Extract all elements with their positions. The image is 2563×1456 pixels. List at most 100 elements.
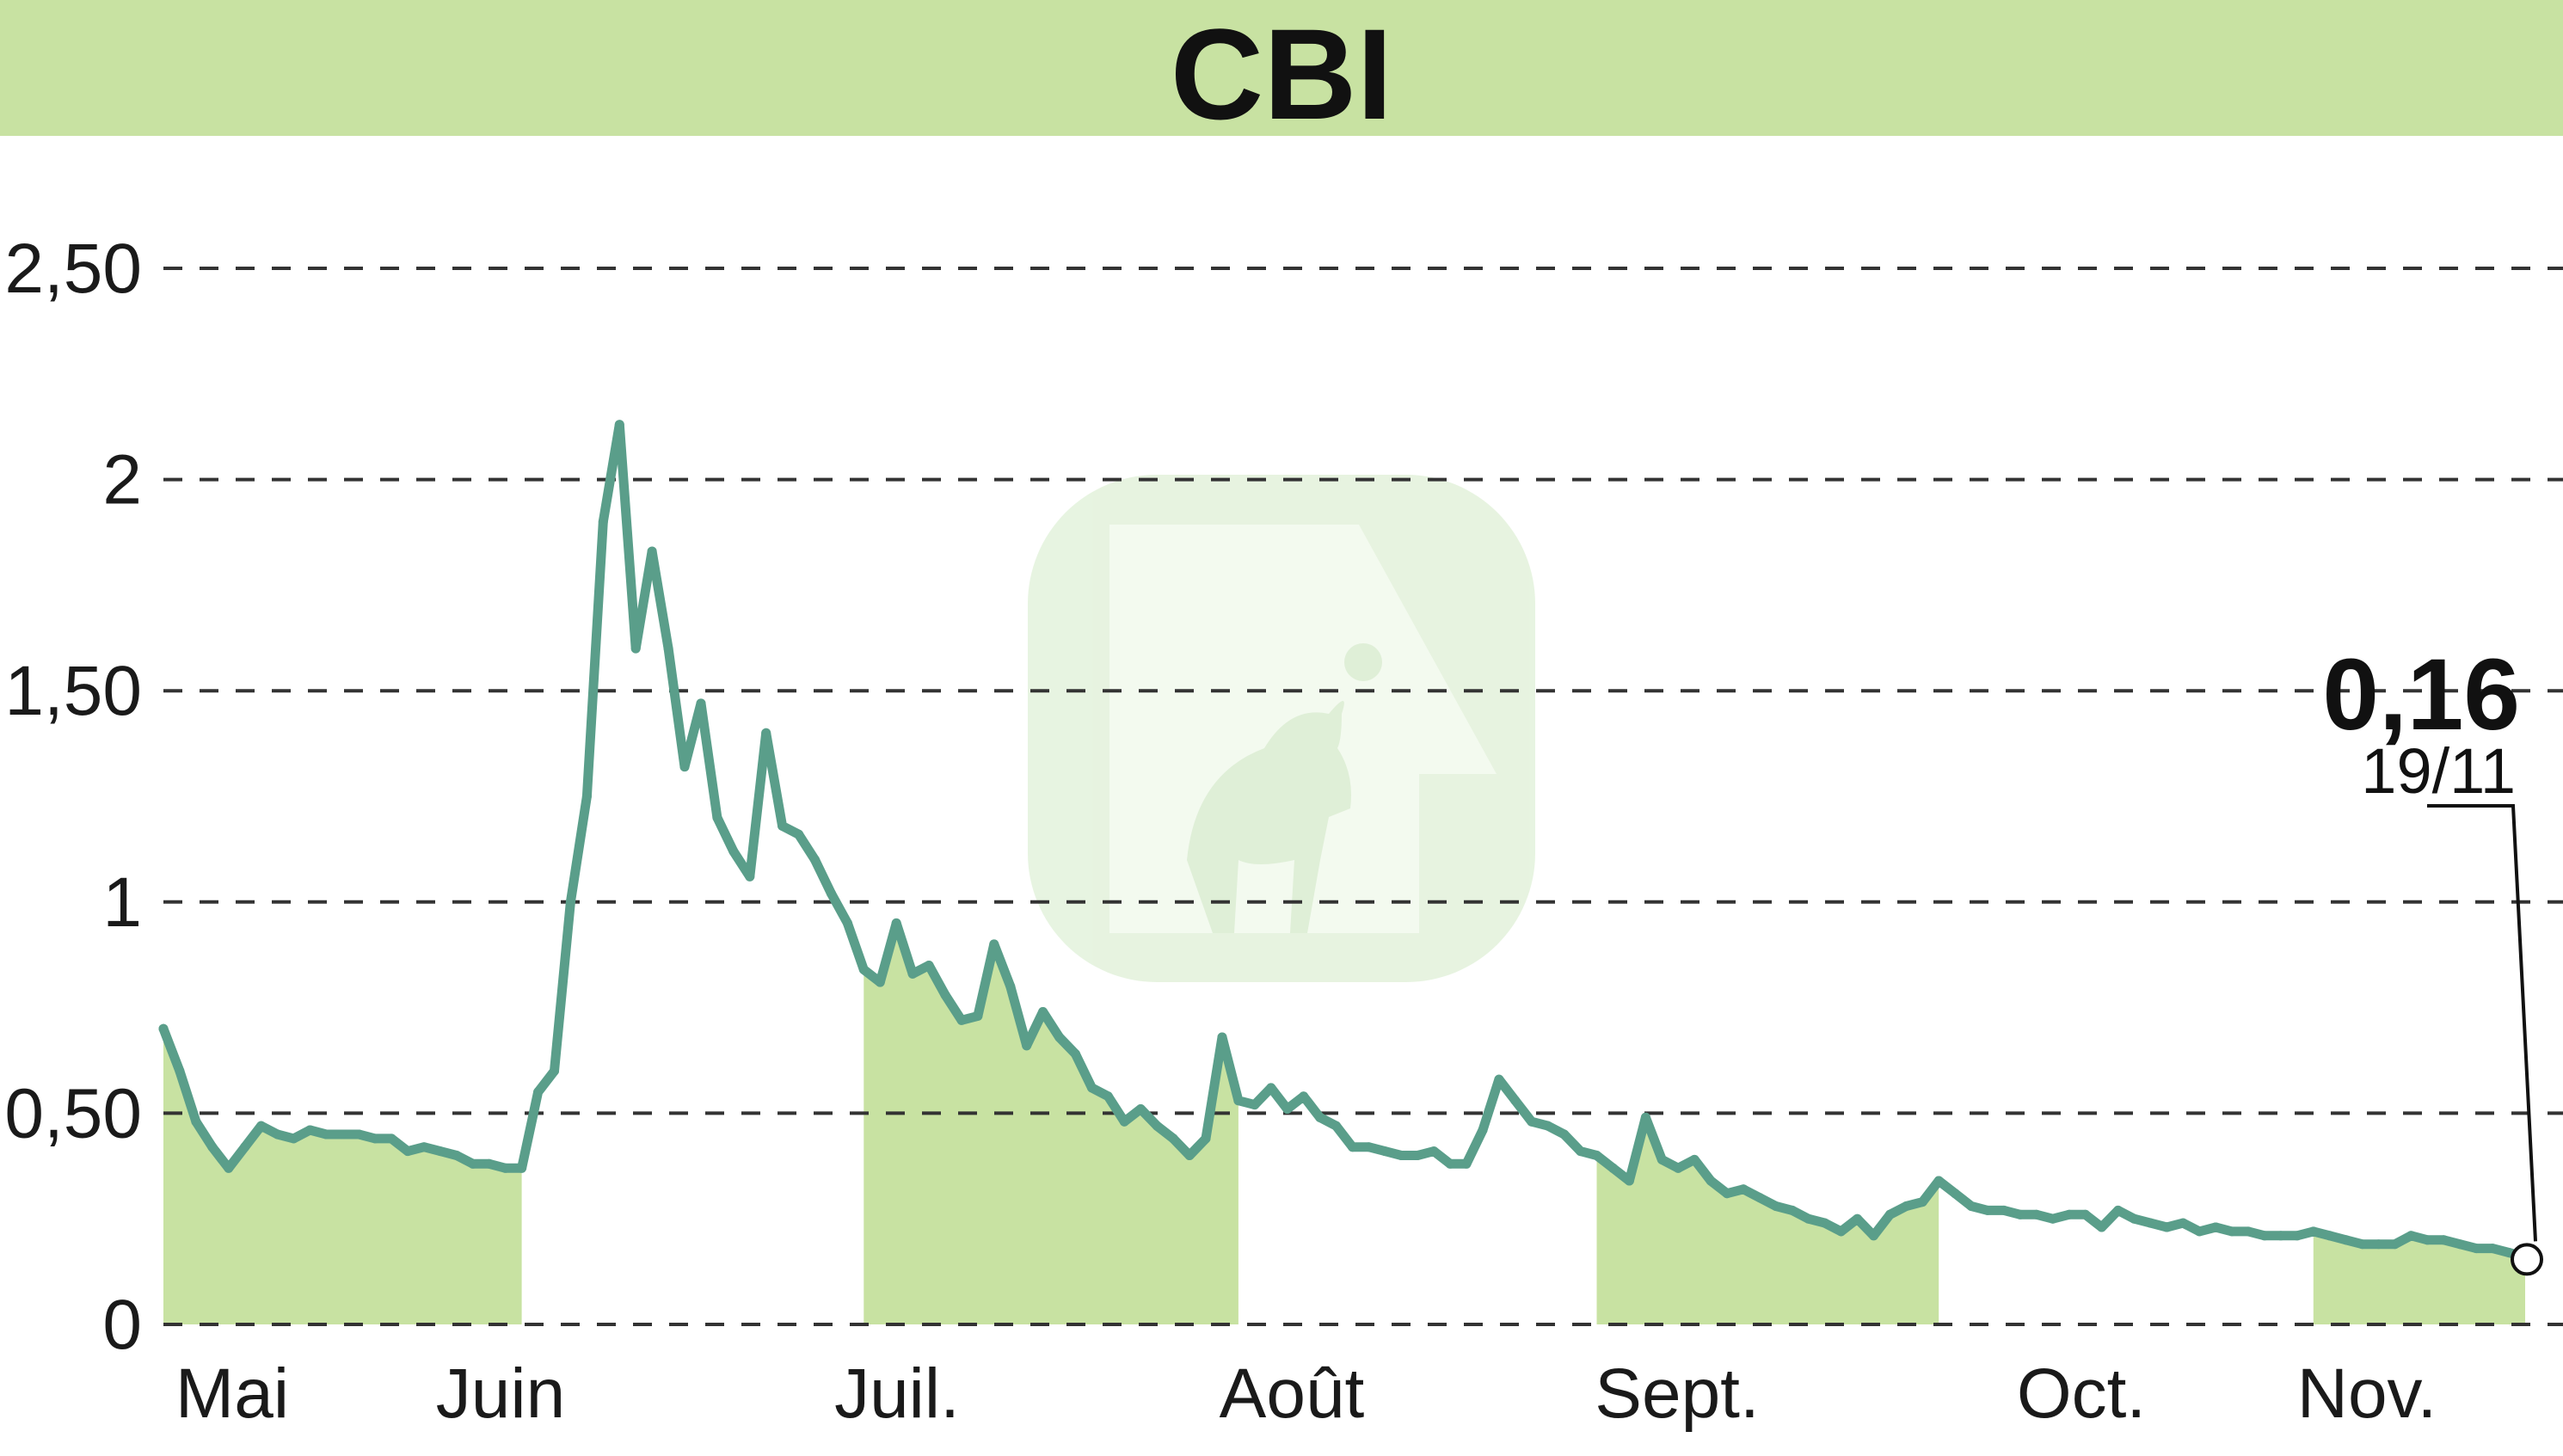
- data-point: [1022, 1041, 1032, 1051]
- data-point: [761, 728, 771, 738]
- data-point: [2097, 1222, 2107, 1232]
- data-point: [1836, 1226, 1847, 1237]
- data-point: [1787, 1205, 1798, 1215]
- data-point: [2015, 1209, 2025, 1219]
- last-value-marker: [2511, 1243, 2543, 1276]
- data-point: [1184, 1151, 1195, 1160]
- data-point: [1917, 1197, 1927, 1207]
- data-point: [1331, 1121, 1341, 1131]
- data-point: [386, 1133, 396, 1144]
- data-point: [158, 1023, 169, 1034]
- x-tick-label: Juin: [436, 1355, 565, 1433]
- data-point: [2227, 1226, 2237, 1237]
- data-point: [1071, 1049, 1080, 1060]
- data-point: [1755, 1193, 1765, 1203]
- data-point: [550, 1066, 559, 1076]
- data-point: [2161, 1222, 2172, 1232]
- data-point: [1510, 1096, 1521, 1106]
- data-point: [630, 643, 641, 654]
- data-point: [1901, 1201, 1911, 1211]
- y-tick-label: 1,50: [4, 652, 142, 730]
- data-point: [956, 1015, 967, 1025]
- data-point: [2048, 1213, 2058, 1224]
- data-point: [2292, 1231, 2302, 1241]
- data-point: [1820, 1218, 1830, 1228]
- shaded-area-nov: [2313, 1231, 2525, 1324]
- data-point: [2276, 1231, 2286, 1241]
- data-point: [907, 968, 918, 979]
- data-point: [614, 420, 624, 430]
- data-point: [1054, 1032, 1065, 1042]
- data-point: [679, 762, 690, 772]
- data-point: [1853, 1213, 1862, 1224]
- data-point: [1461, 1158, 1472, 1169]
- last-date-label: 19/11: [2361, 735, 2516, 807]
- x-tick-label: Août: [1220, 1355, 1365, 1433]
- header-band: [0, 0, 2563, 136]
- data-point: [663, 643, 673, 654]
- chart-title: CBI: [1171, 2, 1392, 146]
- data-point: [484, 1158, 495, 1169]
- data-point: [1884, 1209, 1895, 1219]
- data-point: [1771, 1201, 1781, 1211]
- data-point: [1250, 1100, 1260, 1110]
- data-point: [1119, 1116, 1129, 1127]
- data-point: [2357, 1239, 2368, 1250]
- data-point: [858, 964, 869, 974]
- data-point: [273, 1129, 283, 1140]
- data-point: [517, 1163, 527, 1173]
- data-point: [1412, 1151, 1423, 1160]
- data-point: [1135, 1104, 1146, 1114]
- data-point: [712, 813, 722, 823]
- data-point: [745, 871, 755, 882]
- x-axis: Mai Juin Juil. Août Sept. Oct. Nov.: [175, 1355, 2437, 1433]
- x-tick-label: Juil.: [834, 1355, 960, 1433]
- data-point: [1494, 1074, 1504, 1084]
- data-point: [1933, 1176, 1944, 1186]
- data-point: [1233, 1096, 1244, 1106]
- data-point: [1804, 1213, 1814, 1224]
- data-point: [452, 1151, 462, 1160]
- data-point: [1624, 1176, 1634, 1186]
- data-point: [1299, 1091, 1309, 1102]
- data-point: [940, 990, 950, 1000]
- data-point: [1950, 1189, 1960, 1199]
- data-point: [2455, 1239, 2465, 1250]
- data-point: [1396, 1151, 1406, 1160]
- data-point: [973, 1011, 983, 1021]
- data-point: [1348, 1142, 1357, 1152]
- data-point: [1656, 1154, 1667, 1164]
- data-point: [1282, 1104, 1293, 1114]
- data-point: [1266, 1083, 1276, 1093]
- data-point: [403, 1146, 413, 1157]
- data-point: [1869, 1231, 1878, 1241]
- data-point: [2406, 1231, 2416, 1241]
- data-point: [728, 846, 739, 857]
- data-point: [598, 517, 608, 527]
- data-point: [2178, 1218, 2188, 1228]
- data-point: [1445, 1158, 1455, 1169]
- data-point: [1982, 1205, 1993, 1215]
- data-point: [1217, 1032, 1227, 1042]
- data-point: [1168, 1133, 1178, 1144]
- data-point: [891, 918, 901, 928]
- data-point: [2471, 1244, 2481, 1254]
- leader-line: [2427, 804, 2537, 1242]
- shaded-area-mai: [163, 1029, 522, 1324]
- data-point: [1608, 1163, 1618, 1173]
- data-point: [778, 820, 788, 831]
- gridlines: [163, 267, 2563, 1326]
- last-value-annotation: 0,16 19/11: [2322, 638, 2543, 1276]
- data-point: [924, 961, 934, 970]
- data-point: [2130, 1213, 2139, 1224]
- data-point: [1380, 1146, 1390, 1157]
- y-axis: 0 0,50 1 1,50 2 2,50: [4, 230, 142, 1364]
- chart-header: CBI: [0, 0, 2563, 146]
- data-point: [1478, 1125, 1488, 1135]
- data-point: [581, 791, 592, 802]
- data-point: [1738, 1184, 1749, 1195]
- data-point: [1315, 1112, 1325, 1122]
- data-point: [1087, 1083, 1097, 1093]
- data-point: [2064, 1209, 2074, 1219]
